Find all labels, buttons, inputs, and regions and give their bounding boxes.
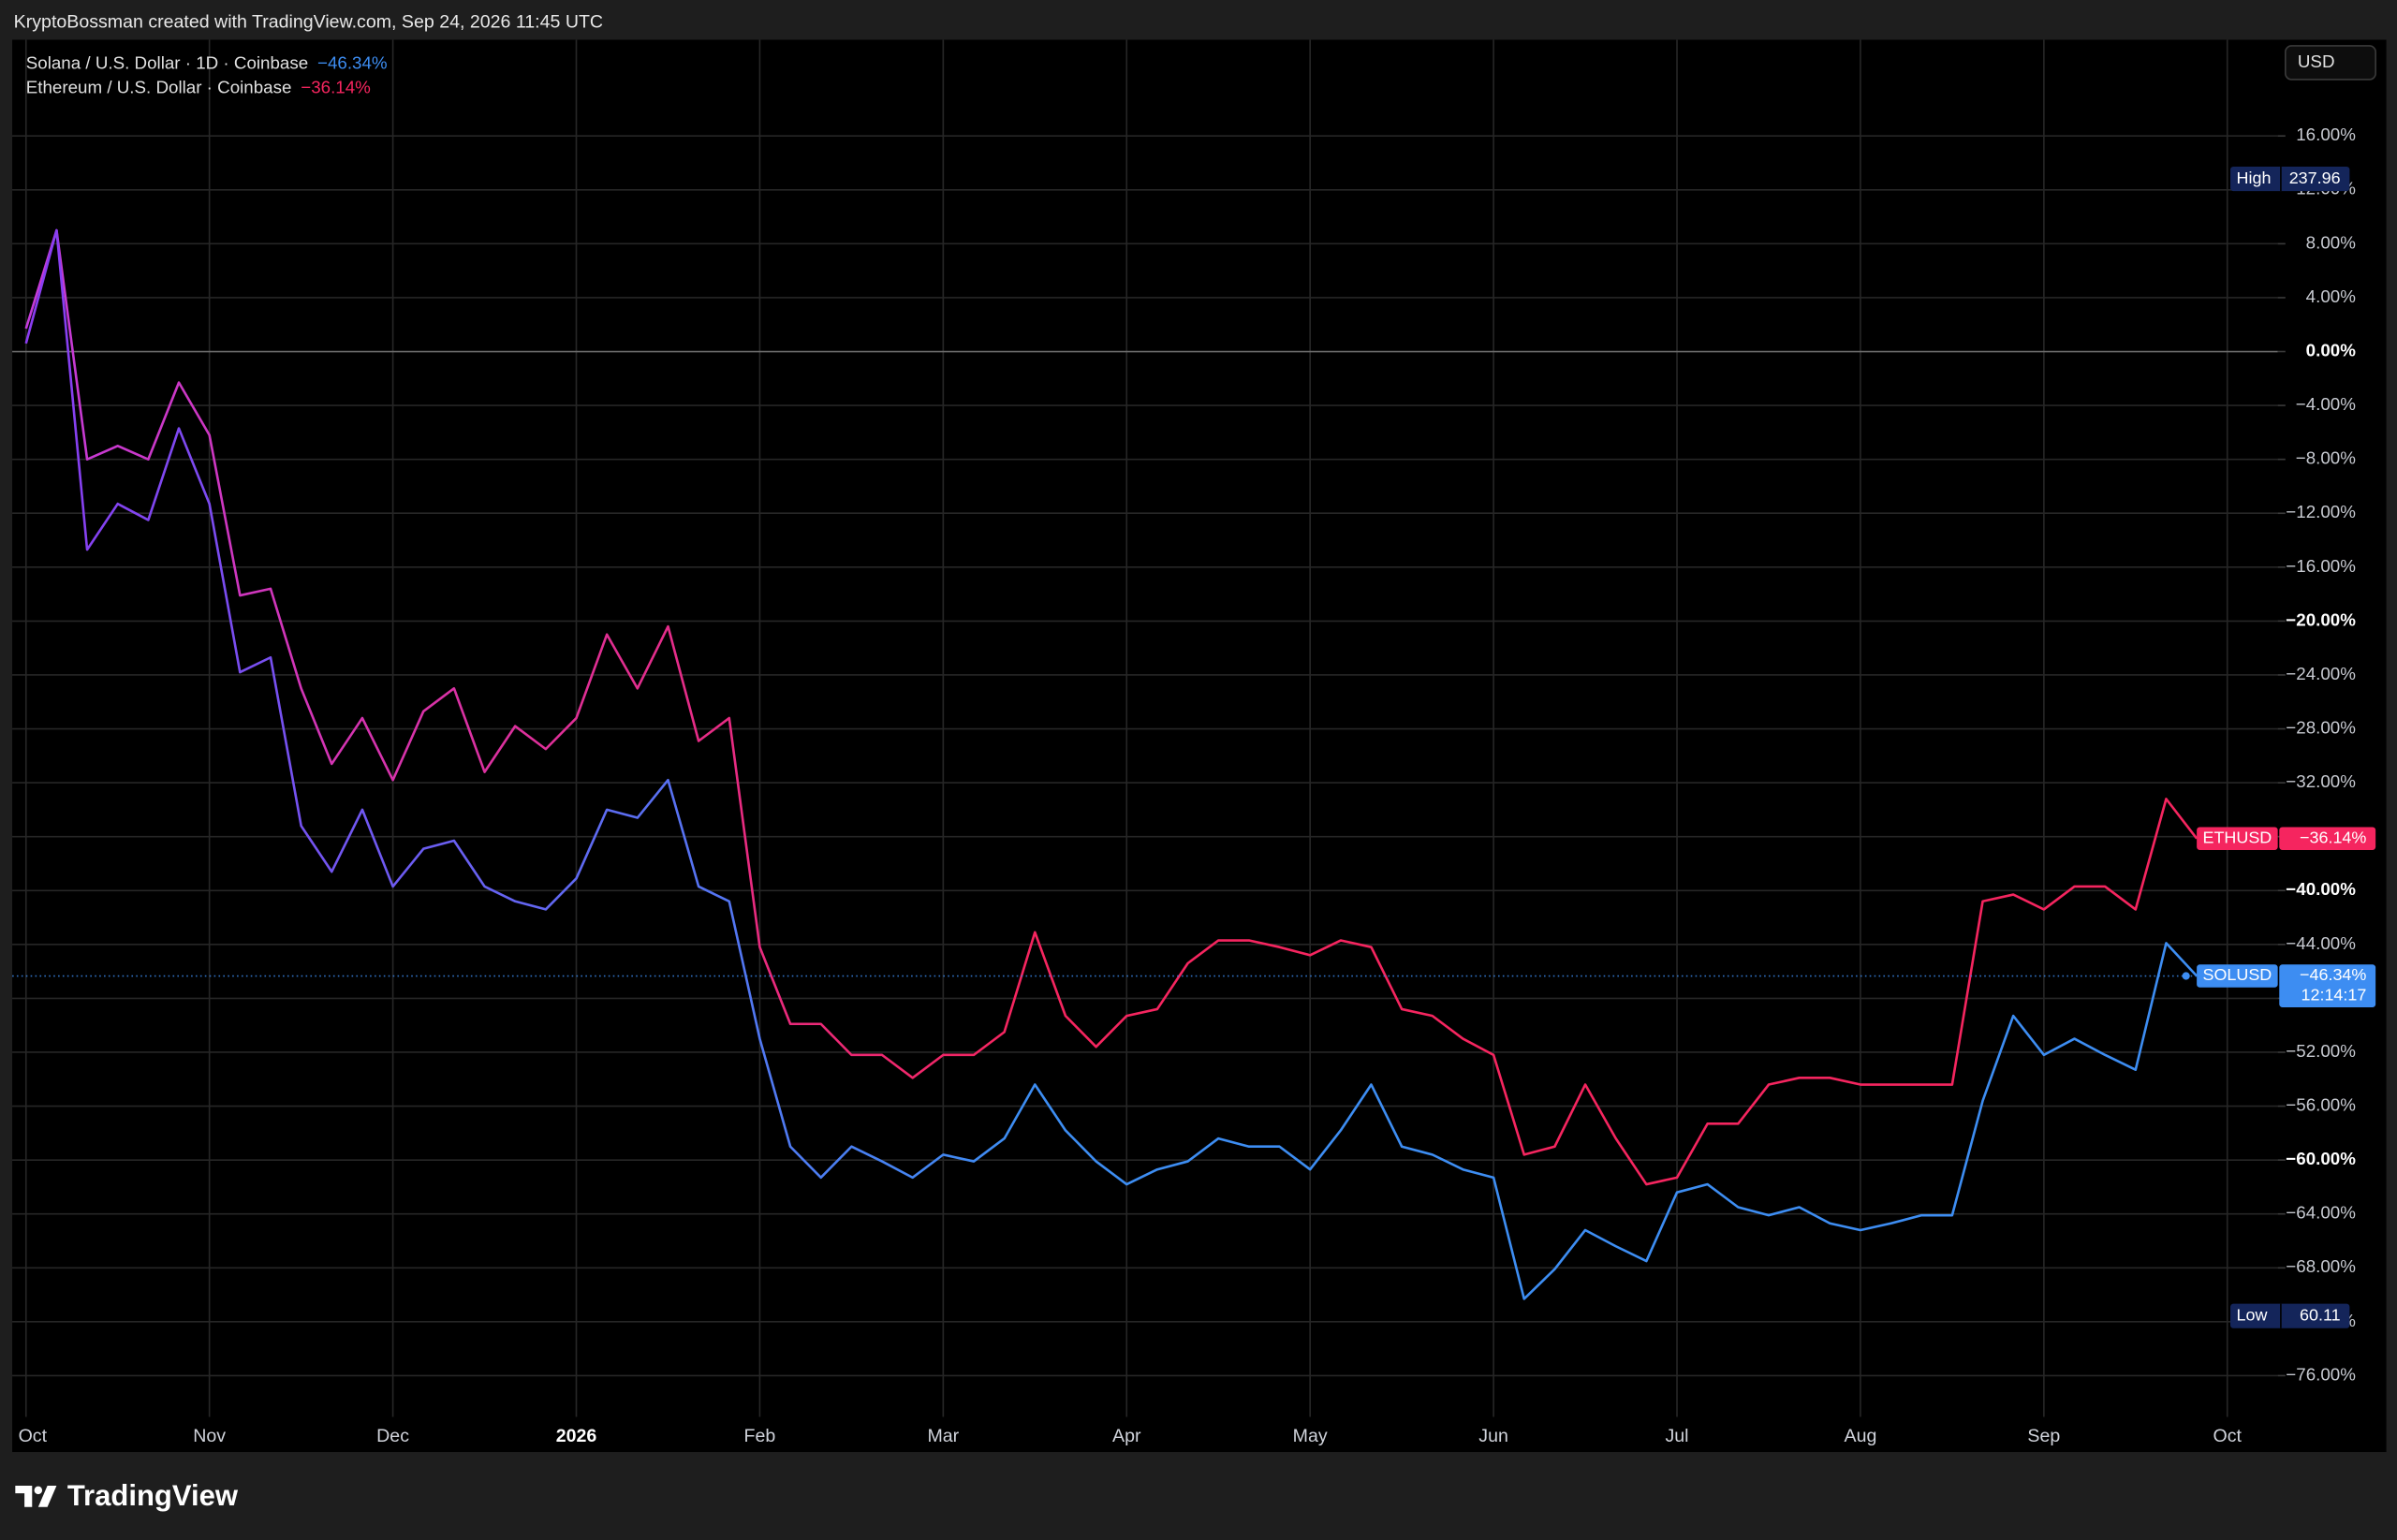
attribution: KryptoBossman created with TradingView.c…	[14, 12, 603, 33]
logo-slash	[37, 1485, 57, 1507]
x-tick-label: Mar	[927, 1426, 959, 1446]
plot-background	[12, 39, 2387, 1453]
value-badge	[2279, 827, 2376, 850]
x-tick-label: Dec	[376, 1426, 409, 1446]
x-tick-label: 2026	[556, 1426, 597, 1446]
y-tick-label: −60.00%	[2286, 1149, 2356, 1168]
x-tick-label: Apr	[1112, 1426, 1141, 1446]
y-tick-label: −68.00%	[2286, 1256, 2356, 1276]
series-line	[24, 228, 2198, 1186]
endpoint	[2182, 972, 2190, 980]
ticker-label: ETHUSD	[2203, 828, 2272, 846]
x-tick-label: Jun	[1478, 1426, 1508, 1446]
ticker-label: SOLUSD	[2203, 965, 2272, 984]
high-value: 237.96	[2289, 169, 2341, 187]
legend-name: Ethereum / U.S. Dollar · Coinbase	[26, 78, 292, 97]
y-tick-label: −44.00%	[2286, 933, 2356, 953]
currency-button-label[interactable]: USD	[2298, 51, 2335, 71]
high-label: High	[2237, 169, 2272, 187]
value-label: −46.34%	[2300, 965, 2366, 984]
ticker-badge	[2197, 964, 2278, 988]
value-badge	[2279, 964, 2376, 1007]
y-tick-label: −56.00%	[2286, 1095, 2356, 1115]
value-label: −36.14%	[2300, 828, 2366, 846]
y-tick-label: −64.00%	[2286, 1203, 2356, 1223]
legend-change: −46.34%	[317, 53, 388, 73]
x-tick-label: Oct	[19, 1426, 48, 1446]
countdown: 12:14:17	[2301, 985, 2367, 1004]
y-tick-label: −52.00%	[2286, 1041, 2356, 1061]
y-tick-label: 16.00%	[2296, 125, 2356, 144]
logo-dot	[34, 1486, 43, 1495]
legend-change: −36.14%	[301, 78, 371, 97]
y-tick-label: −24.00%	[2286, 664, 2356, 683]
y-tick-label: −32.00%	[2286, 771, 2356, 791]
grid	[12, 39, 2286, 1417]
x-tick-label: Sep	[2027, 1426, 2060, 1446]
y-tick-label: 8.00%	[2306, 232, 2357, 252]
y-tick-label: −16.00%	[2286, 556, 2356, 576]
x-tick-label: Jul	[1666, 1426, 1689, 1446]
x-tick-label: May	[1293, 1426, 1328, 1446]
brand: TradingView	[67, 1479, 239, 1512]
labels: Oct Nov Dec 2026 Feb Mar Apr May Jun Jul Aug Sep Oct…	[19, 53, 2376, 1446]
y-tick-label: −40.00%	[2286, 879, 2356, 899]
x-tick-label: Feb	[744, 1426, 776, 1446]
low-label: Low	[2237, 1305, 2268, 1324]
y-tick-label: −4.00%	[2296, 394, 2356, 414]
brand-logo	[15, 1485, 57, 1507]
y-tick-label: 4.00%	[2306, 286, 2357, 306]
legend-name: Solana / U.S. Dollar · 1D · Coinbase	[26, 53, 308, 73]
logo-shape	[15, 1485, 33, 1507]
y-tick-label: −76.00%	[2286, 1364, 2356, 1384]
legend-entry: Solana / U.S. Dollar · 1D · Coinbase −46.…	[26, 53, 388, 73]
y-tick-label: −20.00%	[2286, 609, 2356, 629]
x-tick-label: Aug	[1845, 1426, 1877, 1446]
y-tick-label: −28.00%	[2286, 717, 2356, 737]
high-badge	[2230, 166, 2350, 192]
low-badge	[2230, 1303, 2350, 1328]
series-line	[24, 228, 2198, 1300]
y-tick-label: 0.00%	[2306, 340, 2357, 359]
x-tick-label: Oct	[2213, 1426, 2243, 1446]
legend-entry: Ethereum / U.S. Dollar · Coinbase −36.14%	[26, 78, 371, 97]
currency-button[interactable]	[2285, 45, 2376, 81]
y-tick-label: −8.00%	[2296, 448, 2356, 468]
lines	[12, 228, 2278, 1300]
x-tick-label: Nov	[193, 1426, 226, 1446]
y-tick-label: −12.00%	[2286, 502, 2356, 521]
ticker-badge	[2197, 827, 2278, 850]
low-value: 60.11	[2300, 1305, 2341, 1324]
